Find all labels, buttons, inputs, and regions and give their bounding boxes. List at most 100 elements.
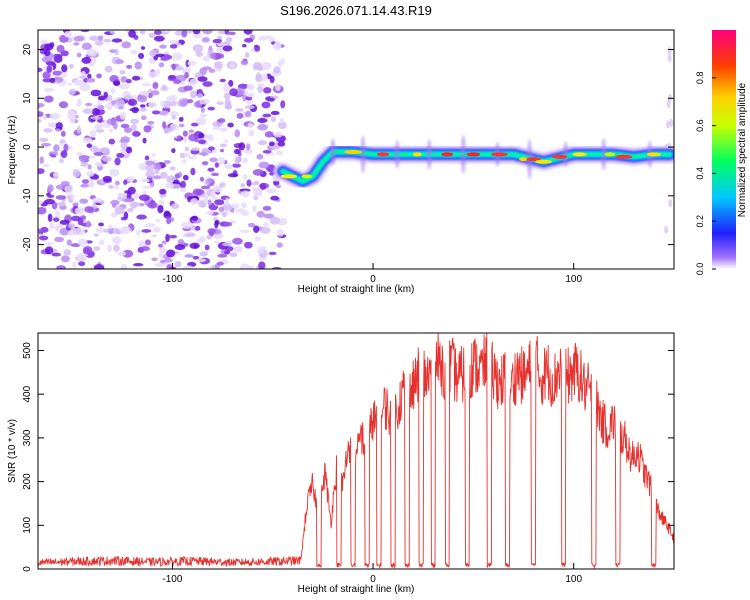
noise-blob [192, 255, 200, 260]
noise-blob [91, 108, 100, 116]
noise-blob [276, 150, 283, 156]
noise-blob [38, 67, 43, 73]
noise-blob [277, 141, 286, 147]
noise-blob [107, 224, 113, 230]
noise-blob [226, 36, 233, 43]
noise-blob [144, 239, 151, 246]
signal-hotspot [301, 174, 313, 179]
noise-blob [52, 217, 60, 222]
noise-blob [38, 228, 43, 233]
noise-blob [211, 196, 219, 201]
noise-blob [219, 127, 228, 133]
noise-blob [184, 71, 189, 79]
noise-blob [64, 185, 74, 194]
noise-blob [93, 233, 100, 237]
noise-blob [184, 146, 190, 152]
noise-blob [112, 236, 122, 245]
noise-blob [44, 246, 54, 255]
noise-blob [157, 205, 164, 214]
noise-blob [254, 45, 261, 52]
noise-blob [666, 120, 671, 129]
noise-blob [132, 130, 141, 137]
noise-blob [138, 163, 147, 171]
noise-blob [235, 108, 244, 112]
noise-blob [255, 190, 263, 197]
noise-blob [163, 127, 173, 133]
noise-blob [102, 175, 112, 182]
noise-blob [141, 83, 152, 87]
noise-blob [240, 182, 246, 188]
noise-blob [273, 131, 283, 138]
colorbar-tick-label: 0.0 [695, 263, 705, 276]
noise-blob [158, 110, 169, 116]
noise-blob [269, 216, 281, 225]
noise-blob [227, 173, 239, 178]
noise-blob [222, 242, 232, 247]
noise-blob [73, 35, 85, 42]
noise-blob [38, 235, 49, 241]
noise-blob [231, 163, 242, 168]
noise-blob [64, 30, 73, 38]
noise-blob [109, 169, 120, 177]
noise-blob [76, 52, 82, 58]
noise-blob [200, 185, 211, 190]
noise-blob [203, 133, 209, 139]
noise-blob [209, 157, 218, 163]
noise-blob [166, 95, 176, 102]
noise-blob [110, 87, 116, 95]
noise-blob [253, 225, 260, 233]
noise-blob [66, 239, 72, 246]
noise-blob [52, 70, 63, 76]
noise-blob [669, 118, 674, 127]
noise-blob [142, 190, 148, 194]
noise-blob [94, 40, 104, 46]
noise-blob [39, 137, 49, 143]
noise-blob [190, 122, 199, 127]
noise-blob [126, 176, 135, 182]
noise-blob [216, 46, 224, 55]
noise-blob [40, 142, 52, 147]
noise-blob [94, 265, 105, 269]
noise-blob [275, 83, 281, 92]
noise-blob [268, 141, 275, 147]
noise-blob [74, 227, 85, 236]
signal-smear [426, 139, 432, 170]
noise-blob [121, 41, 132, 49]
noise-blob [232, 237, 243, 245]
spectrogram-ytick-label: 0 [22, 144, 33, 150]
noise-blob [51, 252, 62, 257]
noise-blob [171, 114, 176, 120]
noise-blob [228, 79, 234, 87]
noise-blob [79, 215, 87, 220]
noise-blob [244, 51, 250, 58]
noise-blob [276, 242, 283, 248]
noise-blob [257, 83, 266, 87]
noise-blob [159, 44, 167, 49]
noise-blob [262, 113, 272, 118]
noise-blob [229, 252, 238, 258]
noise-blob [246, 143, 251, 151]
noise-blob [194, 135, 199, 143]
noise-blob [222, 41, 231, 46]
noise-blob [72, 261, 77, 269]
colorbar-tick-label: 0.4 [695, 167, 705, 180]
noise-blob [195, 51, 204, 58]
noise-blob [43, 87, 55, 93]
snr-ytick-label: 300 [22, 429, 33, 446]
noise-blob [108, 128, 114, 133]
noise-blob [256, 248, 265, 254]
noise-blob [223, 92, 231, 100]
noise-blob [70, 227, 77, 236]
noise-blob [227, 122, 234, 128]
noise-blob [43, 128, 53, 133]
noise-blob [217, 118, 226, 124]
noise-blob [58, 101, 69, 109]
noise-blob [224, 164, 234, 170]
noise-blob [109, 30, 115, 35]
noise-blob [269, 75, 275, 84]
noise-blob [237, 83, 249, 90]
noise-blob [190, 167, 196, 176]
noise-blob [204, 244, 210, 251]
noise-blob [119, 111, 127, 120]
spectrogram-ylabel: Frequency (Hz) [7, 116, 18, 185]
